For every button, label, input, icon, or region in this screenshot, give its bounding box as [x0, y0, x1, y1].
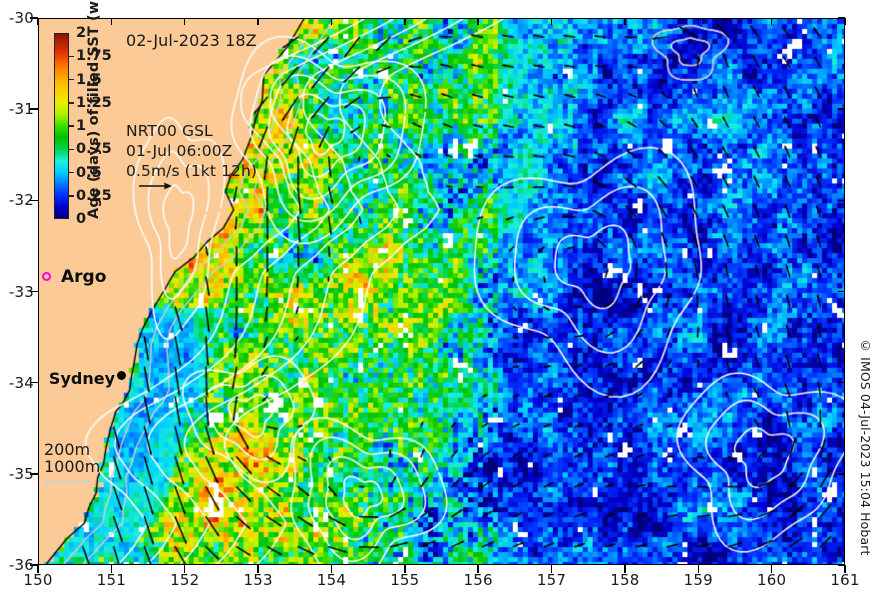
x-axis-label: 156: [463, 571, 493, 589]
x-axis-tick-top: [550, 18, 553, 25]
y-axis-label: -31: [8, 100, 34, 119]
colorbar-tick-label: 0.5: [76, 164, 102, 181]
x-axis-label: 155: [390, 571, 420, 589]
x-axis-tick-top: [844, 18, 846, 25]
y-axis-tick-right: [838, 473, 845, 475]
y-axis-tick: [30, 473, 38, 475]
colorbar-title: Age (days) of filled SST (wrt latest): [86, 0, 102, 219]
colorbar-tick: [69, 78, 74, 81]
sydney-city-label: Sydney: [48, 369, 115, 388]
y-axis-tick-right: [838, 564, 845, 566]
y-axis-label: -32: [8, 191, 34, 210]
x-axis-tick: [550, 565, 553, 573]
y-axis-label: -33: [8, 282, 34, 301]
y-axis-tick: [30, 17, 38, 19]
y-axis-tick-right: [838, 17, 845, 19]
colorbar-tick-label: 1.25: [76, 94, 112, 111]
x-axis-label: 151: [96, 571, 126, 589]
x-axis-tick-top: [477, 18, 479, 25]
x-axis-tick-top: [404, 18, 406, 25]
x-axis-label: 160: [757, 571, 787, 589]
argo-marker-icon: [42, 272, 51, 281]
y-axis-label: -36: [8, 556, 34, 574]
y-axis-label: -35: [8, 464, 34, 483]
x-axis-label: 153: [243, 571, 273, 589]
x-axis-label: 150: [23, 571, 53, 589]
x-axis-tick-top: [697, 18, 700, 25]
y-axis-tick-right: [838, 199, 845, 202]
y-axis-tick: [30, 564, 38, 566]
x-axis-tick: [404, 565, 406, 573]
x-axis-tick: [330, 565, 333, 573]
y-axis-tick: [30, 381, 38, 384]
colorbar-tick-label: 1: [76, 118, 87, 134]
x-axis-tick-top: [624, 18, 626, 25]
sst-age-heatmap: [39, 19, 844, 564]
colorbar: [54, 33, 69, 219]
y-axis-label: -34: [8, 373, 34, 392]
model-name-label: NRT00 GSL: [126, 122, 213, 140]
colorbar-tick-label: 0.75: [76, 141, 112, 158]
x-axis-tick: [770, 565, 773, 573]
isobath-200m-label: 200m: [44, 440, 91, 459]
x-axis-label: 157: [536, 571, 567, 589]
colorbar-tick: [69, 148, 74, 150]
x-axis-label: 161: [830, 571, 860, 589]
vector-scale-arrow-icon: [139, 182, 172, 190]
vector-scale-label: 0.5m/s (1kt 12h): [126, 162, 258, 180]
copyright-credit: © IMOS 04-Jul-2023 15:04 Hobart: [858, 338, 873, 556]
y-axis-tick: [30, 290, 38, 293]
x-axis-label: 152: [170, 571, 200, 589]
colorbar-tick: [69, 125, 74, 127]
colorbar-tick: [69, 195, 74, 197]
sydney-city-dot-icon: [117, 371, 126, 380]
y-axis-tick-right: [838, 290, 845, 293]
isobath-1000m-label: 1000m: [44, 457, 101, 476]
y-axis-tick-right: [838, 381, 845, 384]
argo-legend-label: Argo: [61, 267, 107, 287]
x-axis-tick-top: [330, 18, 333, 25]
colorbar-tick-label: 1.75: [76, 48, 112, 65]
colorbar-gradient: [55, 34, 68, 218]
x-axis-tick-top: [183, 18, 186, 25]
x-axis-tick-top: [257, 18, 259, 25]
colorbar-tick: [69, 171, 74, 174]
x-axis-tick: [697, 565, 700, 573]
x-axis-tick: [257, 565, 259, 573]
colorbar-tick-label: 2: [76, 25, 87, 41]
colorbar-tick-label: 0.25: [76, 187, 112, 204]
x-axis-tick: [110, 565, 113, 573]
x-axis-tick: [624, 565, 626, 573]
y-axis-tick: [30, 199, 38, 202]
x-axis-tick: [477, 565, 479, 573]
model-time-label: 01-Jul 06:00Z: [126, 142, 233, 160]
colorbar-tick: [69, 55, 74, 57]
x-axis-label: 154: [316, 571, 347, 589]
y-axis-tick: [30, 108, 38, 110]
x-axis-label: 159: [683, 571, 713, 589]
x-axis-tick: [37, 565, 39, 573]
y-axis-label: -30: [8, 9, 34, 27]
x-axis-tick: [844, 565, 846, 573]
y-axis-tick-right: [838, 108, 845, 110]
x-axis-tick: [183, 565, 186, 573]
isobath-legend-line: [44, 481, 92, 483]
x-axis-tick-top: [110, 18, 113, 25]
colorbar-tick-label: 1.5: [76, 71, 102, 88]
colorbar-tick-label: 0: [76, 211, 87, 227]
x-axis-tick-top: [37, 18, 39, 25]
date-stamp: 02-Jul-2023 18Z: [126, 31, 257, 50]
x-axis-label: 158: [610, 571, 640, 589]
map-plot-area[interactable]: [38, 18, 845, 565]
colorbar-tick: [69, 102, 74, 104]
x-axis-tick-top: [770, 18, 773, 25]
